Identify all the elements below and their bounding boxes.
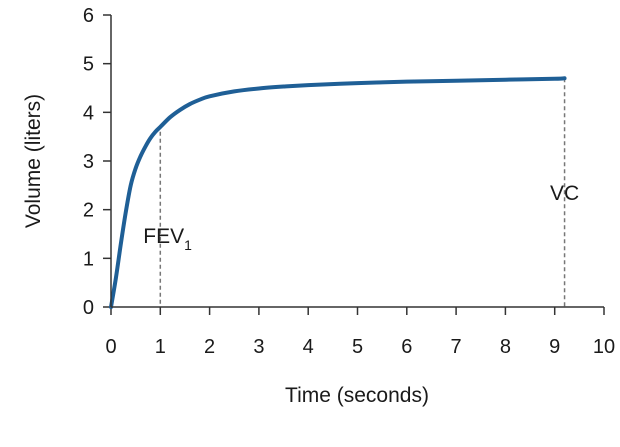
x-tick-label-4: 4: [303, 336, 314, 358]
y-tick-label-4: 4: [83, 102, 94, 124]
series-layer: [109, 76, 567, 309]
fev1-label: FEV1: [143, 225, 192, 253]
y-tick-label-5: 5: [83, 54, 94, 76]
y-tick-label-1: 1: [83, 248, 94, 270]
x-tick-label-10: 10: [593, 336, 615, 358]
x-tick-label-2: 2: [204, 336, 215, 358]
fev-label-main: FEV: [143, 225, 184, 248]
y-axis-ticks: 0 1 2 3 4 5 6: [83, 5, 111, 319]
y-tick-label-2: 2: [83, 200, 94, 222]
y-axis-title: Volume (liters): [22, 94, 45, 228]
x-tick-label-8: 8: [500, 336, 511, 358]
axes: [110, 15, 604, 308]
x-axis-title: Time (seconds): [285, 384, 429, 407]
y-tick-label-6: 6: [83, 5, 94, 27]
guide-lines: [159, 78, 566, 307]
x-axis-ticks: 0 1 2 3 4 5 6 7 8 9 10: [105, 307, 615, 358]
x-tick-label-0: 0: [105, 336, 116, 358]
x-tick-label-9: 9: [549, 336, 560, 358]
annotations: FEV1 VC: [143, 182, 579, 253]
x-tick-label-3: 3: [253, 336, 264, 358]
x-tick-label-7: 7: [451, 336, 462, 358]
vc-label: VC: [550, 182, 579, 205]
y-tick-label-3: 3: [83, 151, 94, 173]
fev-label-sub: 1: [184, 237, 192, 253]
y-tick-label-0: 0: [83, 297, 94, 319]
x-tick-label-1: 1: [155, 336, 166, 358]
series-line-0: [109, 76, 567, 309]
x-tick-label-5: 5: [352, 336, 363, 358]
x-tick-label-6: 6: [401, 336, 412, 358]
